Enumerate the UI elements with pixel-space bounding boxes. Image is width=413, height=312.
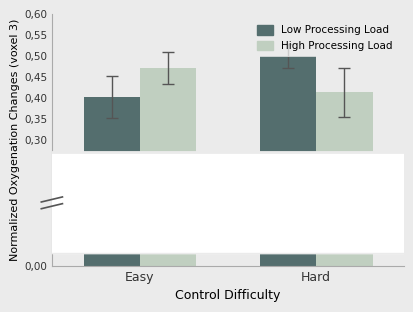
Legend: Low Processing Load, High Processing Load: Low Processing Load, High Processing Loa…: [251, 19, 398, 57]
Bar: [140, 256, 196, 266]
Y-axis label: Normalized Oxygenation Changes (voxel 3): Normalized Oxygenation Changes (voxel 3): [9, 19, 20, 261]
Bar: [316, 92, 372, 266]
X-axis label: Control Difficulty: Control Difficulty: [175, 289, 280, 302]
Bar: [259, 256, 316, 266]
Bar: [52, 152, 404, 253]
Bar: [140, 68, 196, 266]
Bar: [259, 56, 316, 266]
Bar: [83, 256, 140, 266]
Bar: [83, 97, 140, 266]
Bar: [316, 256, 372, 266]
